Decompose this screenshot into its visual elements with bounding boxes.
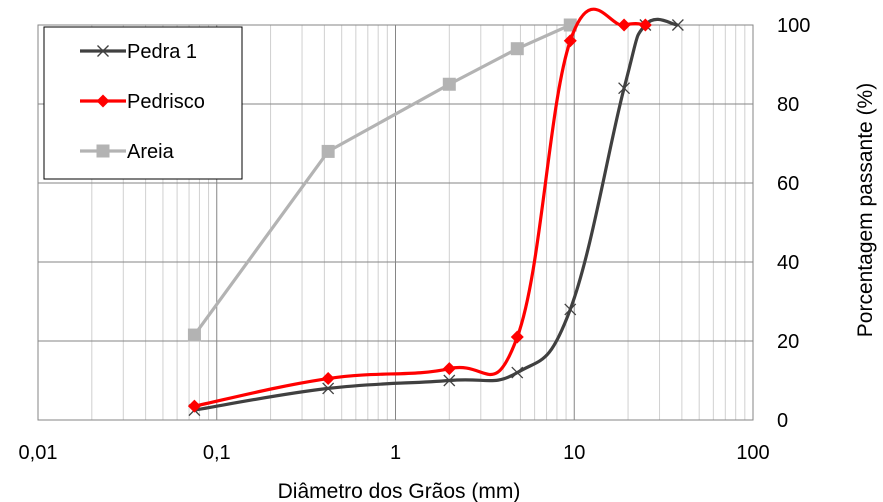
series-line [194, 17, 679, 412]
y-tick-label: 40 [777, 252, 799, 274]
y-tick-label: 60 [777, 173, 799, 195]
data-point-diamond-marker [510, 330, 524, 344]
data-point-square-marker [321, 144, 335, 158]
data-point-x-marker [322, 382, 335, 395]
legend: Pedra 1 Pedrisco Areia [43, 26, 243, 180]
x-axis-label: Diâmetro dos Grãos (mm) [278, 480, 521, 502]
y-tick-label: 20 [777, 331, 799, 353]
legend-box [43, 26, 243, 180]
data-point-diamond-marker [617, 18, 631, 32]
x-tick-label: 0,1 [203, 442, 231, 464]
data-point-x-marker [618, 82, 631, 95]
series-areia [187, 18, 577, 342]
y-axis-label: Porcentagem passante (%) [854, 83, 877, 337]
data-point-diamond-marker [638, 18, 652, 32]
y-tick-label: 0 [777, 410, 788, 432]
data-point-diamond-marker [187, 399, 201, 413]
data-point-x-marker [443, 374, 456, 387]
data-point-x-marker [564, 303, 577, 316]
data-point-x-marker [511, 366, 524, 379]
legend-entry: Pedrisco [80, 91, 205, 113]
series-pedra-1 [188, 17, 684, 417]
data-point-diamond-marker [96, 94, 110, 108]
series-line [193, 23, 571, 337]
data-point-x-marker [671, 19, 684, 31]
legend-label: Pedra 1 [127, 41, 197, 63]
data-point-square-marker [96, 144, 110, 158]
x-tick-label: 0,01 [19, 442, 58, 464]
y-tick-label: 80 [777, 94, 799, 116]
x-tick-label: 10 [563, 442, 585, 464]
data-point-square-marker [442, 77, 456, 91]
y-tick-labels: 0 20 40 60 80 100 [777, 15, 810, 432]
legend-entry: Areia [80, 141, 175, 163]
legend-label: Areia [127, 141, 175, 163]
data-point-diamond-marker [563, 34, 577, 48]
data-point-diamond-marker [442, 362, 456, 376]
y-tick-label: 100 [777, 15, 810, 37]
plot-area-frame [37, 24, 754, 421]
series-pedrisco [187, 7, 652, 413]
legend-entry: Pedra 1 [80, 41, 197, 63]
series-line [194, 7, 646, 408]
x-tick-labels: 0,01 0,1 1 10 100 [19, 442, 770, 464]
legend-label: Pedrisco [127, 91, 205, 113]
series-layer [187, 7, 684, 417]
x-tick-label: 100 [736, 442, 769, 464]
data-point-square-marker [187, 328, 201, 342]
x-tick-label: 1 [390, 442, 401, 464]
data-point-square-marker [510, 42, 524, 56]
data-point-diamond-marker [321, 372, 335, 386]
data-point-x-marker [97, 45, 109, 57]
